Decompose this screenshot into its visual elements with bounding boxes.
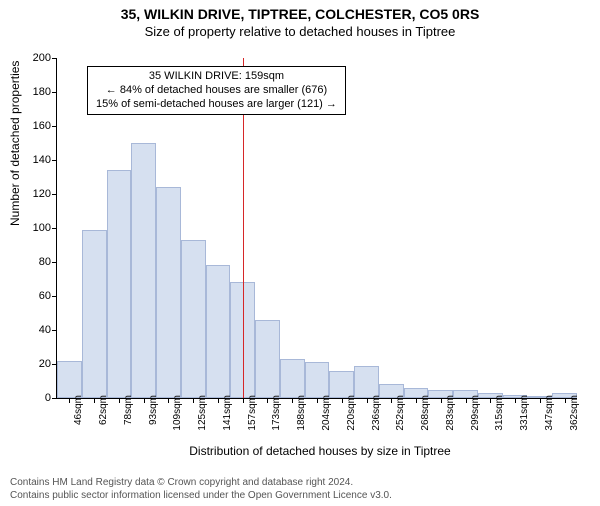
y-tick-label: 180	[17, 86, 51, 98]
x-tick-label: 93sqm	[148, 395, 159, 425]
annotation-line-3: 15% of semi-detached houses are larger (…	[96, 98, 337, 112]
y-tick-mark	[52, 194, 57, 195]
x-tick-mark	[144, 398, 145, 403]
y-tick-mark	[52, 296, 57, 297]
x-tick-label: 62sqm	[98, 395, 109, 425]
annotation-box: 35 WILKIN DRIVE: 159sqm← 84% of detached…	[87, 66, 346, 115]
plot-area: 02040608010012014016018020046sqm62sqm78s…	[56, 58, 577, 399]
y-tick-mark	[52, 92, 57, 93]
x-tick-mark	[168, 398, 169, 403]
x-tick-label: 283sqm	[445, 395, 456, 431]
x-tick-mark	[193, 398, 194, 403]
y-tick-mark	[52, 398, 57, 399]
x-tick-label: 299sqm	[470, 395, 481, 431]
x-tick-mark	[441, 398, 442, 403]
x-tick-label: 141sqm	[222, 395, 233, 431]
x-tick-label: 331sqm	[519, 395, 530, 431]
x-axis-label: Distribution of detached houses by size …	[20, 444, 600, 458]
x-tick-mark	[69, 398, 70, 403]
y-tick-label: 60	[17, 290, 51, 302]
y-tick-label: 140	[17, 154, 51, 166]
x-tick-mark	[267, 398, 268, 403]
y-tick-label: 160	[17, 120, 51, 132]
histogram-bar	[107, 170, 132, 398]
y-tick-mark	[52, 330, 57, 331]
x-tick-label: 46sqm	[73, 395, 84, 425]
x-tick-label: 347sqm	[544, 395, 555, 431]
x-tick-label: 78sqm	[123, 395, 134, 425]
y-tick-label: 20	[17, 358, 51, 370]
y-tick-mark	[52, 58, 57, 59]
footer-line-2: Contains public sector information licen…	[10, 489, 392, 502]
x-tick-mark	[317, 398, 318, 403]
y-tick-mark	[52, 126, 57, 127]
footer-attribution: Contains HM Land Registry data © Crown c…	[10, 476, 392, 502]
x-tick-label: 268sqm	[420, 395, 431, 431]
x-tick-label: 157sqm	[247, 395, 258, 431]
x-tick-label: 315sqm	[494, 395, 505, 431]
x-tick-label: 362sqm	[569, 395, 580, 431]
x-tick-mark	[342, 398, 343, 403]
x-tick-label: 188sqm	[296, 395, 307, 431]
y-tick-label: 0	[17, 392, 51, 404]
histogram-bar	[82, 230, 107, 398]
y-tick-label: 120	[17, 188, 51, 200]
histogram-chart: 02040608010012014016018020046sqm62sqm78s…	[56, 58, 576, 398]
x-tick-mark	[515, 398, 516, 403]
x-tick-mark	[367, 398, 368, 403]
footer-line-1: Contains HM Land Registry data © Crown c…	[10, 476, 392, 489]
y-tick-mark	[52, 228, 57, 229]
x-tick-mark	[490, 398, 491, 403]
x-tick-mark	[416, 398, 417, 403]
histogram-bar	[57, 361, 82, 398]
x-tick-mark	[466, 398, 467, 403]
x-tick-label: 109sqm	[172, 395, 183, 431]
y-tick-mark	[52, 262, 57, 263]
y-tick-label: 40	[17, 324, 51, 336]
x-tick-mark	[391, 398, 392, 403]
histogram-bar	[156, 187, 181, 398]
histogram-bar	[280, 359, 305, 398]
annotation-line-1: 35 WILKIN DRIVE: 159sqm	[96, 70, 337, 84]
histogram-bar	[131, 143, 156, 398]
x-tick-label: 204sqm	[321, 395, 332, 431]
annotation-line-2: ← 84% of detached houses are smaller (67…	[96, 84, 337, 98]
y-tick-label: 80	[17, 256, 51, 268]
page-subtitle: Size of property relative to detached ho…	[0, 24, 600, 39]
page-title-address: 35, WILKIN DRIVE, TIPTREE, COLCHESTER, C…	[0, 6, 600, 22]
x-tick-mark	[565, 398, 566, 403]
histogram-bar	[255, 320, 280, 398]
histogram-bar	[206, 265, 231, 398]
x-tick-mark	[94, 398, 95, 403]
y-tick-label: 100	[17, 222, 51, 234]
histogram-bar	[329, 371, 354, 398]
x-tick-label: 252sqm	[395, 395, 406, 431]
x-tick-mark	[540, 398, 541, 403]
histogram-bar	[181, 240, 206, 398]
x-tick-mark	[243, 398, 244, 403]
x-tick-label: 236sqm	[371, 395, 382, 431]
y-tick-label: 200	[17, 52, 51, 64]
x-tick-mark	[218, 398, 219, 403]
histogram-bar	[354, 366, 379, 398]
histogram-bar	[305, 362, 330, 398]
x-tick-mark	[292, 398, 293, 403]
y-tick-mark	[52, 160, 57, 161]
x-tick-label: 220sqm	[346, 395, 357, 431]
x-tick-mark	[119, 398, 120, 403]
x-tick-label: 173sqm	[271, 395, 282, 431]
x-tick-label: 125sqm	[197, 395, 208, 431]
